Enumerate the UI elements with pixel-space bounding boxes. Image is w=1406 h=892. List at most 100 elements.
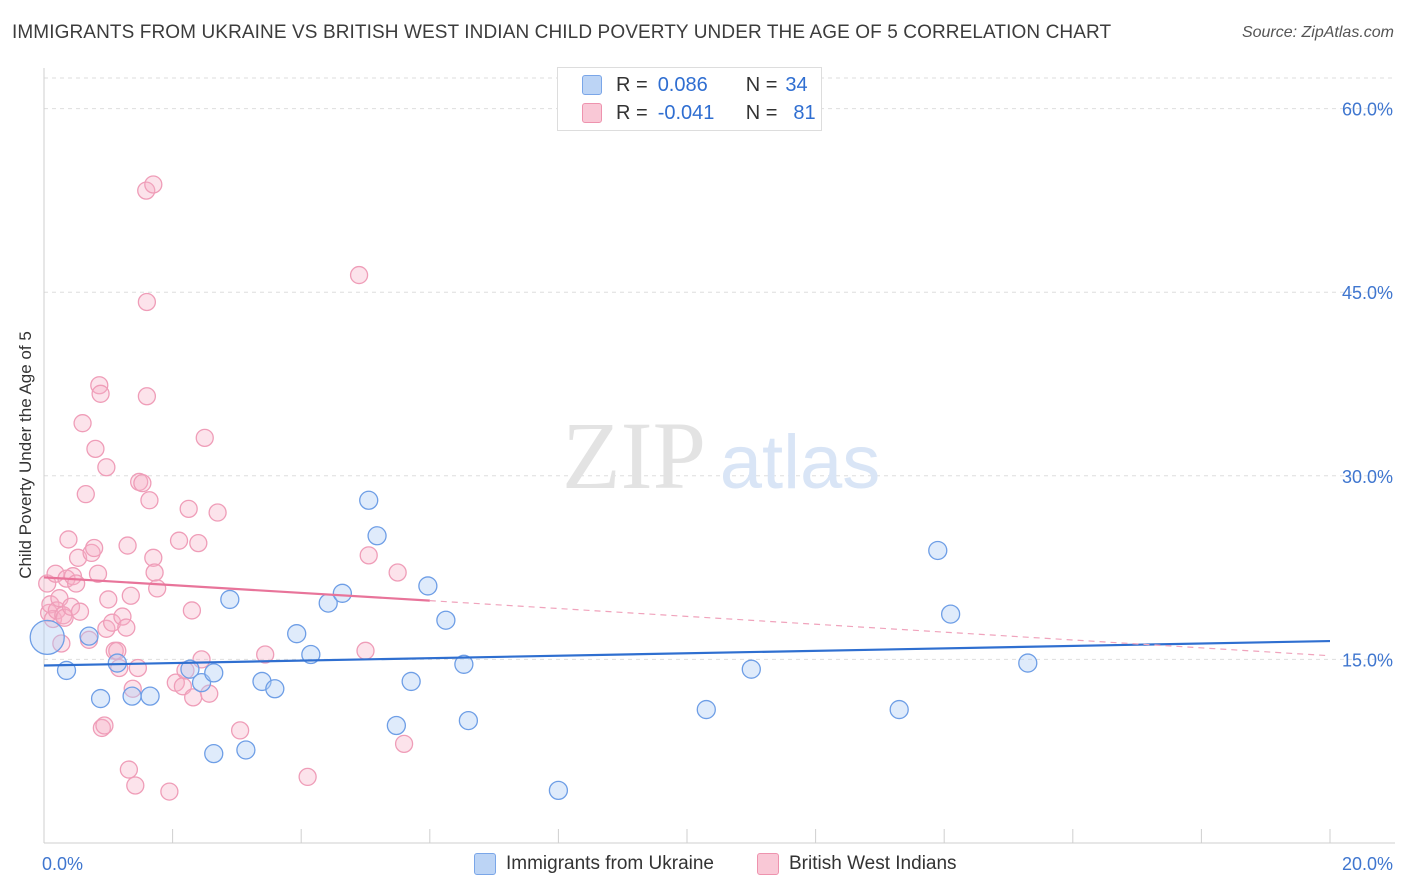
data-point-ukraine	[79, 626, 99, 646]
data-point-british-west-indians	[137, 181, 156, 200]
data-point-ukraine	[548, 780, 569, 801]
data-point-ukraine	[458, 710, 479, 731]
data-point-british-west-indians	[92, 718, 112, 738]
data-point-ukraine	[889, 699, 909, 720]
data-point-british-west-indians	[118, 536, 137, 555]
x-tick-label: 20.0%	[1342, 854, 1393, 874]
data-point-ukraine	[928, 540, 948, 561]
data-point-ukraine	[940, 604, 961, 624]
data-point-ukraine	[386, 715, 407, 736]
data-point-british-west-indians	[126, 776, 145, 795]
data-point-british-west-indians	[121, 586, 140, 605]
data-point-british-west-indians	[394, 734, 414, 754]
data-point-ukraine	[359, 490, 379, 510]
data-point-ukraine	[454, 654, 474, 674]
data-point-ukraine	[236, 740, 256, 760]
legend-n-label: N =	[745, 101, 778, 124]
data-point-british-west-indians	[68, 548, 88, 567]
axes	[43, 68, 1395, 844]
british-west-indians-points	[38, 175, 414, 801]
data-point-british-west-indians	[133, 473, 152, 493]
chart-title: IMMIGRANTS FROM UKRAINE VS BRITISH WEST …	[12, 22, 1112, 43]
data-point-british-west-indians	[97, 458, 116, 477]
legend-swatch-ukraine	[582, 75, 602, 95]
data-point-british-west-indians	[148, 579, 167, 598]
legend-r-label: R =	[616, 101, 648, 124]
data-point-british-west-indians	[179, 499, 198, 518]
data-point-british-west-indians	[123, 679, 142, 698]
data-point-ukraine	[204, 663, 224, 683]
data-point-british-west-indians	[230, 721, 250, 740]
bottom-legend-british-west-indians: British West Indians	[757, 851, 957, 877]
data-point-british-west-indians	[189, 533, 208, 553]
data-point-british-west-indians	[61, 597, 81, 616]
bottom-legend-swatch-ukraine	[474, 853, 496, 875]
correlation-legend: R = 0.086 N = 34 R = -0.041 N = 81	[557, 67, 822, 131]
watermark-atlas: atlas	[720, 420, 881, 505]
y-tick-label: 15.0%	[1342, 650, 1393, 670]
legend-swatch-british-west-indians	[582, 103, 602, 123]
data-point-ukraine	[29, 619, 65, 656]
y-tick-label: 45.0%	[1342, 283, 1393, 303]
legend-r-value: 0.086	[657, 73, 708, 96]
data-point-british-west-indians	[128, 658, 148, 678]
data-point-british-west-indians	[160, 782, 179, 801]
data-point-ukraine	[696, 699, 716, 720]
y-tick-label: 60.0%	[1342, 100, 1393, 120]
data-point-ukraine	[367, 526, 387, 546]
data-point-british-west-indians	[88, 564, 108, 583]
data-point-british-west-indians	[137, 292, 157, 312]
data-point-british-west-indians	[195, 428, 214, 448]
y-axis-label: Child Poverty Under the Age of 5	[16, 331, 35, 579]
data-point-british-west-indians	[140, 491, 159, 510]
tick-labels: 15.0% 30.0% 45.0% 60.0% 0.0% 20.0%	[42, 100, 1393, 874]
data-point-british-west-indians	[144, 175, 163, 194]
data-point-ukraine	[401, 671, 421, 692]
data-point-british-west-indians	[169, 531, 189, 550]
data-point-ukraine	[180, 659, 200, 679]
data-point-british-west-indians	[52, 634, 71, 653]
data-point-british-west-indians	[55, 608, 74, 627]
data-point-british-west-indians	[86, 439, 105, 459]
data-point-british-west-indians	[145, 563, 164, 582]
data-point-british-west-indians	[137, 387, 157, 406]
data-point-british-west-indians	[70, 602, 90, 621]
data-point-ukraine	[265, 679, 285, 699]
legend-n-value: 34	[785, 73, 808, 96]
trend-line-ukraine	[43, 639, 1331, 667]
legend-r-value: -0.041	[657, 101, 715, 124]
data-point-ukraine	[741, 659, 761, 679]
data-point-british-west-indians	[256, 645, 275, 664]
data-point-ukraine	[1018, 653, 1038, 673]
legend-row-ukraine: R = 0.086 N = 34	[558, 71, 808, 99]
data-point-british-west-indians	[349, 265, 369, 285]
data-point-british-west-indians	[388, 563, 407, 582]
bottom-legend-swatch-british-west-indians	[757, 853, 779, 875]
data-point-british-west-indians	[356, 641, 375, 660]
data-point-british-west-indians	[298, 767, 317, 787]
data-point-ukraine	[436, 610, 456, 630]
data-point-british-west-indians	[144, 548, 163, 567]
data-point-british-west-indians	[103, 613, 122, 632]
data-point-ukraine	[220, 589, 240, 610]
data-point-ukraine	[140, 686, 160, 706]
x-tick-label: 0.0%	[42, 854, 83, 874]
data-point-british-west-indians	[208, 503, 227, 522]
data-point-ukraine	[90, 688, 111, 709]
y-tick-label: 30.0%	[1342, 467, 1393, 487]
legend-row-british-west-indians: R = -0.041 N = 81	[558, 99, 816, 127]
data-point-ukraine	[301, 644, 321, 665]
chart-source: Source: ZipAtlas.com	[1241, 24, 1394, 41]
data-point-british-west-indians	[76, 485, 95, 504]
data-point-british-west-indians	[200, 684, 219, 703]
ukraine-points	[29, 490, 1038, 801]
legend-n-value: 81	[793, 101, 816, 124]
data-point-british-west-indians	[59, 530, 78, 549]
data-point-ukraine	[287, 624, 307, 644]
trend-line-british-west-indians-extension	[429, 600, 1331, 657]
data-point-british-west-indians	[91, 384, 110, 403]
data-point-ukraine	[204, 743, 224, 764]
data-point-ukraine	[418, 576, 438, 596]
data-point-british-west-indians	[85, 538, 104, 558]
data-point-british-west-indians	[113, 607, 132, 626]
